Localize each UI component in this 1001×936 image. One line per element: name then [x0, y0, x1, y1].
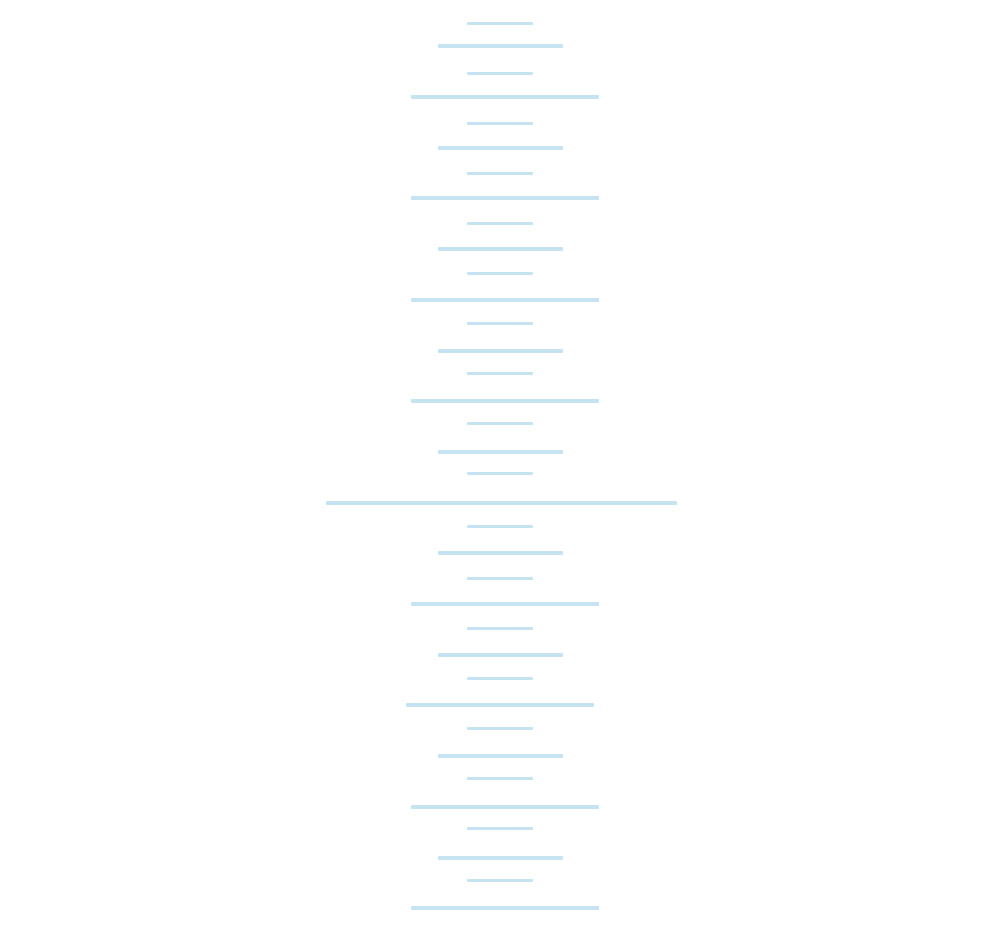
tick-line-medium — [438, 349, 563, 353]
tick-line-wide — [406, 703, 594, 707]
tick-line-short — [467, 122, 533, 125]
tick-line-short — [467, 422, 533, 425]
tick-line-medium — [438, 551, 563, 555]
tick-line-medium — [438, 653, 563, 657]
tick-line-short — [467, 222, 533, 225]
tick-line-medium — [438, 247, 563, 251]
tick-line-short — [467, 22, 533, 25]
tick-line-short — [467, 472, 533, 475]
tick-line-long — [326, 501, 677, 505]
tick-line-wide — [411, 298, 599, 302]
tick-line-medium — [438, 450, 563, 454]
tick-line-short — [467, 627, 533, 630]
tick-line-short — [467, 72, 533, 75]
tick-line-medium — [438, 146, 563, 150]
tick-line-short — [467, 879, 533, 882]
tick-line-wide — [411, 95, 599, 99]
tick-line-short — [467, 827, 533, 830]
tick-line-short — [467, 272, 533, 275]
tick-line-short — [467, 677, 533, 680]
tick-line-wide — [411, 602, 599, 606]
tick-line-short — [467, 372, 533, 375]
tick-line-short — [467, 172, 533, 175]
tick-line-medium — [438, 44, 563, 48]
tick-line-short — [467, 727, 533, 730]
tick-line-medium — [438, 856, 563, 860]
tick-line-wide — [411, 906, 599, 910]
tick-line-medium — [438, 754, 563, 758]
tick-line-wide — [411, 399, 599, 403]
tick-line-short — [467, 777, 533, 780]
tick-line-short — [467, 322, 533, 325]
tick-line-wide — [411, 196, 599, 200]
tick-line-wide — [411, 805, 599, 809]
tick-line-short — [467, 525, 533, 528]
tick-line-short — [467, 577, 533, 580]
